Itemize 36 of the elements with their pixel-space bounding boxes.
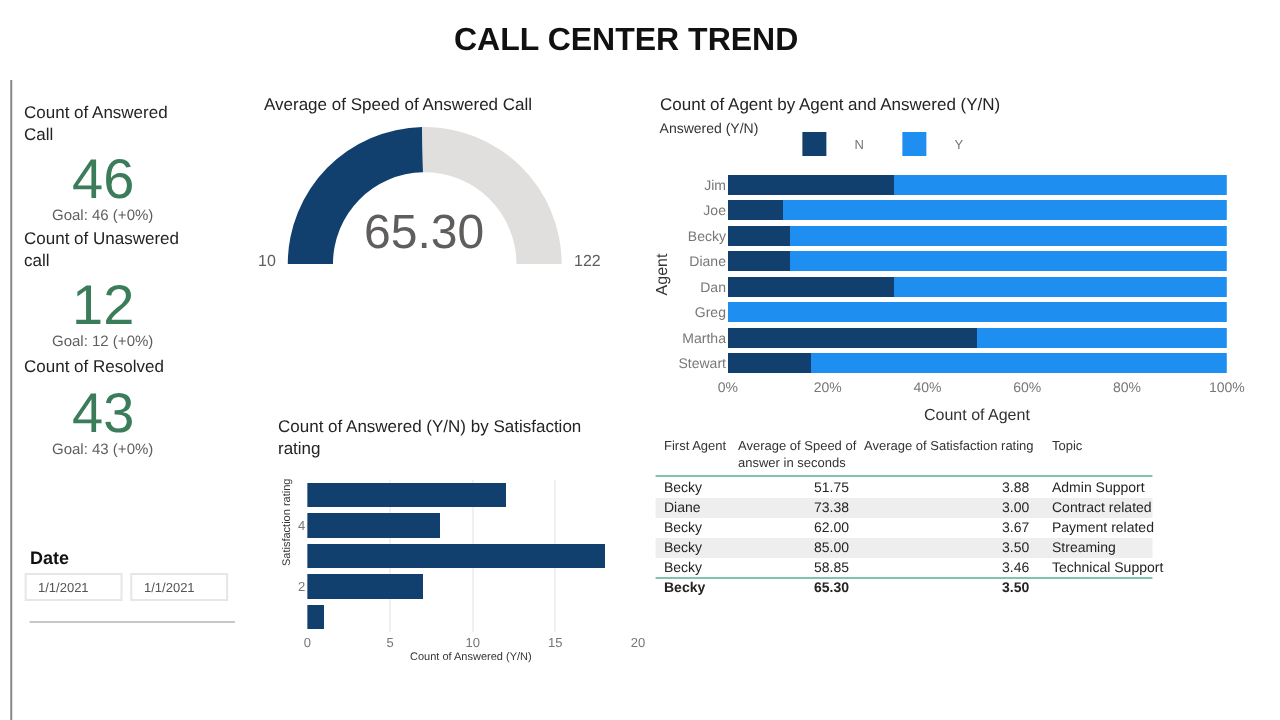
- text: CALL CENTER TREND: [454, 24, 799, 58]
- y-axis-title: Agent: [653, 252, 672, 296]
- text: Count of Unaswered call: [24, 228, 180, 271]
- bar: [790, 225, 1227, 246]
- bar: [977, 327, 1227, 348]
- bar: [307, 604, 324, 629]
- text: 10: [258, 252, 277, 270]
- bar: [783, 200, 1227, 221]
- text: 43: [72, 382, 135, 444]
- bar: [727, 251, 791, 272]
- bar: [727, 353, 812, 374]
- bar: [894, 174, 1227, 195]
- bar: [727, 174, 895, 195]
- text: Date: [30, 548, 70, 568]
- text: Count of Resolved: [24, 356, 165, 376]
- x-axis-title: Count of Agent: [924, 406, 1032, 424]
- bar: [307, 483, 506, 508]
- bar: [727, 302, 1227, 323]
- bar: [727, 276, 895, 297]
- chart-title: Count of Answered (Y/N) by Satisfaction rating: [278, 416, 582, 459]
- bar: [894, 276, 1227, 297]
- chart-title: Average of Speed of Answered Call: [264, 94, 533, 114]
- text: Count of Answered Call: [24, 102, 169, 145]
- bar: [727, 225, 791, 246]
- chart-title: Count of Agent by Agent and Answered (Y/N): [660, 94, 1001, 114]
- bar: [811, 353, 1227, 374]
- bar: [307, 513, 440, 538]
- text: 65.30: [364, 206, 485, 260]
- text: 12: [72, 274, 135, 336]
- bar: [307, 574, 424, 599]
- text: 122: [574, 252, 602, 270]
- bar: [790, 251, 1227, 272]
- bar: [727, 327, 978, 348]
- text: 46: [72, 148, 135, 210]
- bar: [727, 200, 784, 221]
- bar: [307, 543, 605, 569]
